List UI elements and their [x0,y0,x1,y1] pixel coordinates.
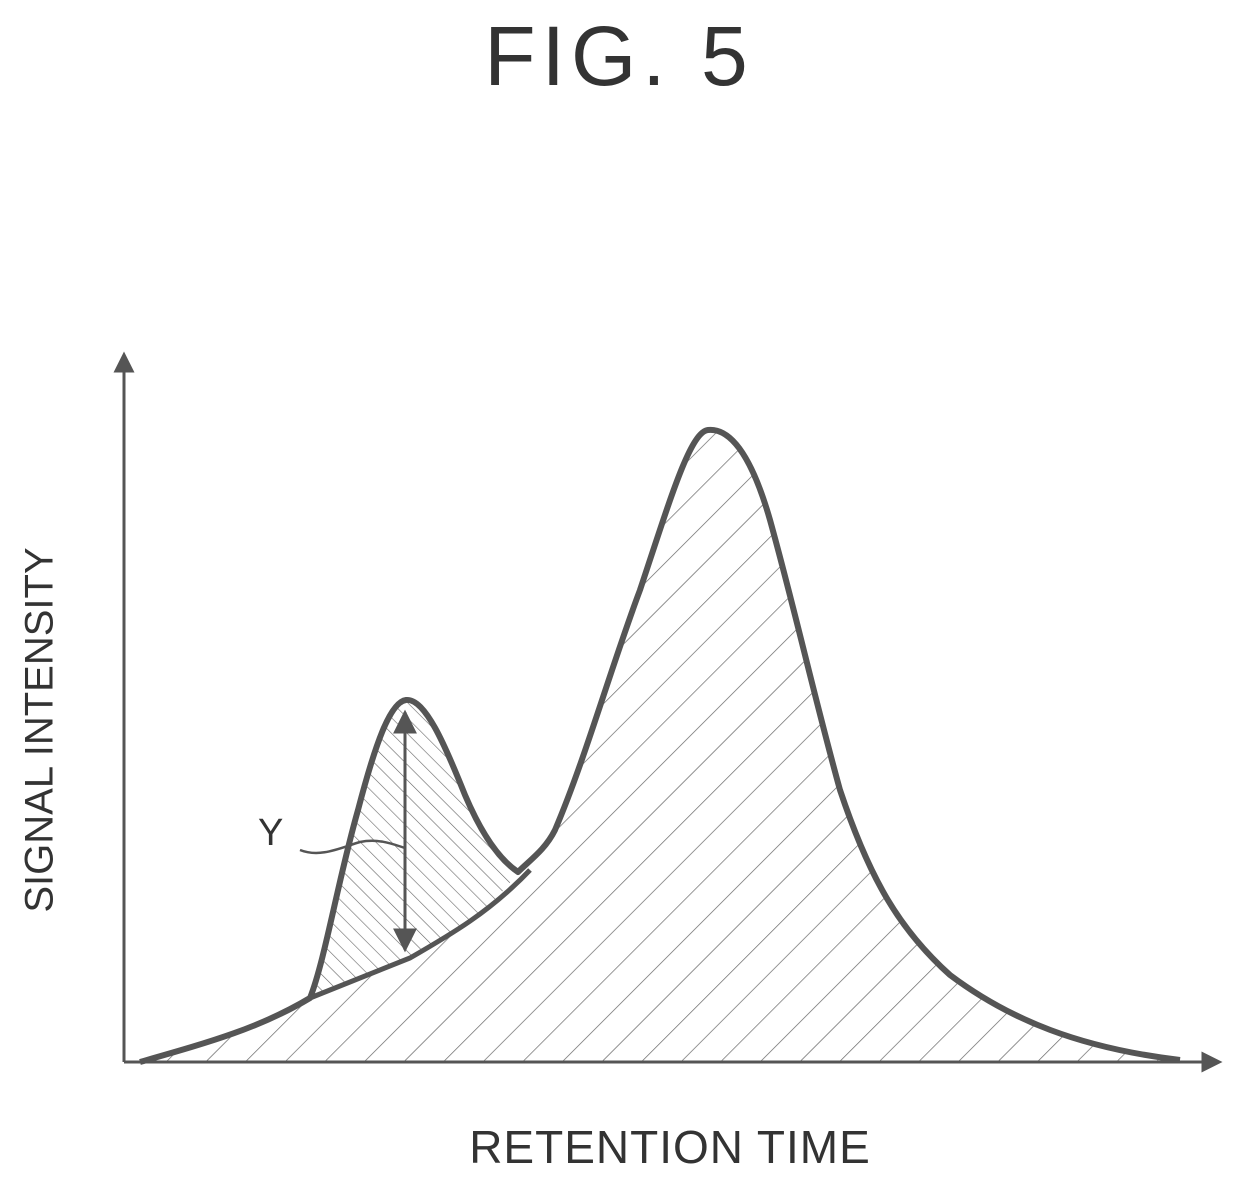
figure-title: FIG. 5 [484,9,754,103]
x-axis-label: RETENTION TIME [469,1121,871,1173]
signal-curve [139,426,1181,1065]
y-axis-label: SIGNAL INTENSITY [17,547,62,913]
peak-division-curve [309,868,532,1001]
main-peak-area [140,429,1180,1062]
peak-marker-label: Y [258,812,284,854]
peak-marker-leader [299,839,406,855]
